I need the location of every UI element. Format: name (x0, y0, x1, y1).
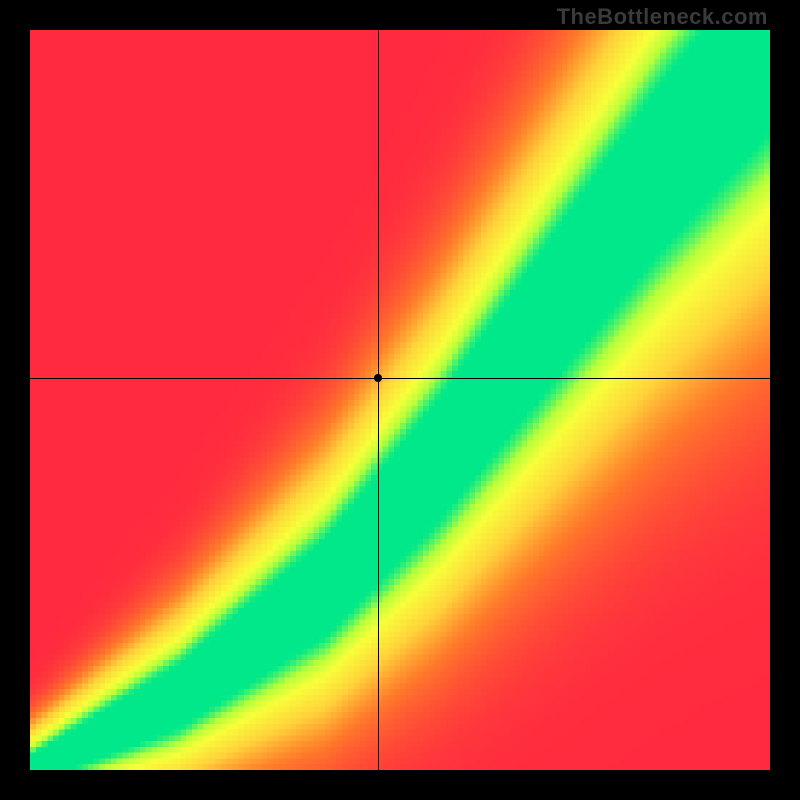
plot-area (30, 30, 770, 770)
heatmap-canvas (30, 30, 770, 770)
watermark-text: TheBottleneck.com (557, 4, 768, 30)
crosshair-dot (374, 374, 382, 382)
crosshair-horizontal (30, 378, 770, 379)
crosshair-vertical (378, 30, 379, 770)
chart-frame: TheBottleneck.com (0, 0, 800, 800)
